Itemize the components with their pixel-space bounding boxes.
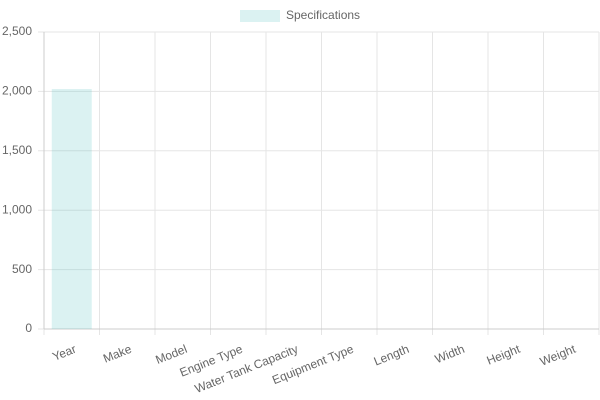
x-tick-label: Length <box>372 342 411 369</box>
bar <box>51 89 92 329</box>
x-tick-label: Make <box>101 342 134 366</box>
x-tick-label: Height <box>485 341 523 367</box>
y-tick-label: 500 <box>12 262 32 276</box>
x-tick-label: Width <box>433 342 467 366</box>
x-tick-label: Year <box>50 342 78 364</box>
y-tick-label: 1,500 <box>2 143 32 157</box>
y-tick-label: 0 <box>25 321 32 335</box>
y-tick-label: 2,000 <box>2 84 32 98</box>
x-tick-label: Weight <box>538 341 578 368</box>
legend-swatch <box>240 10 280 22</box>
y-tick-label: 2,500 <box>2 24 32 38</box>
legend-label: Specifications <box>286 8 360 22</box>
y-tick-label: 1,000 <box>2 202 32 216</box>
